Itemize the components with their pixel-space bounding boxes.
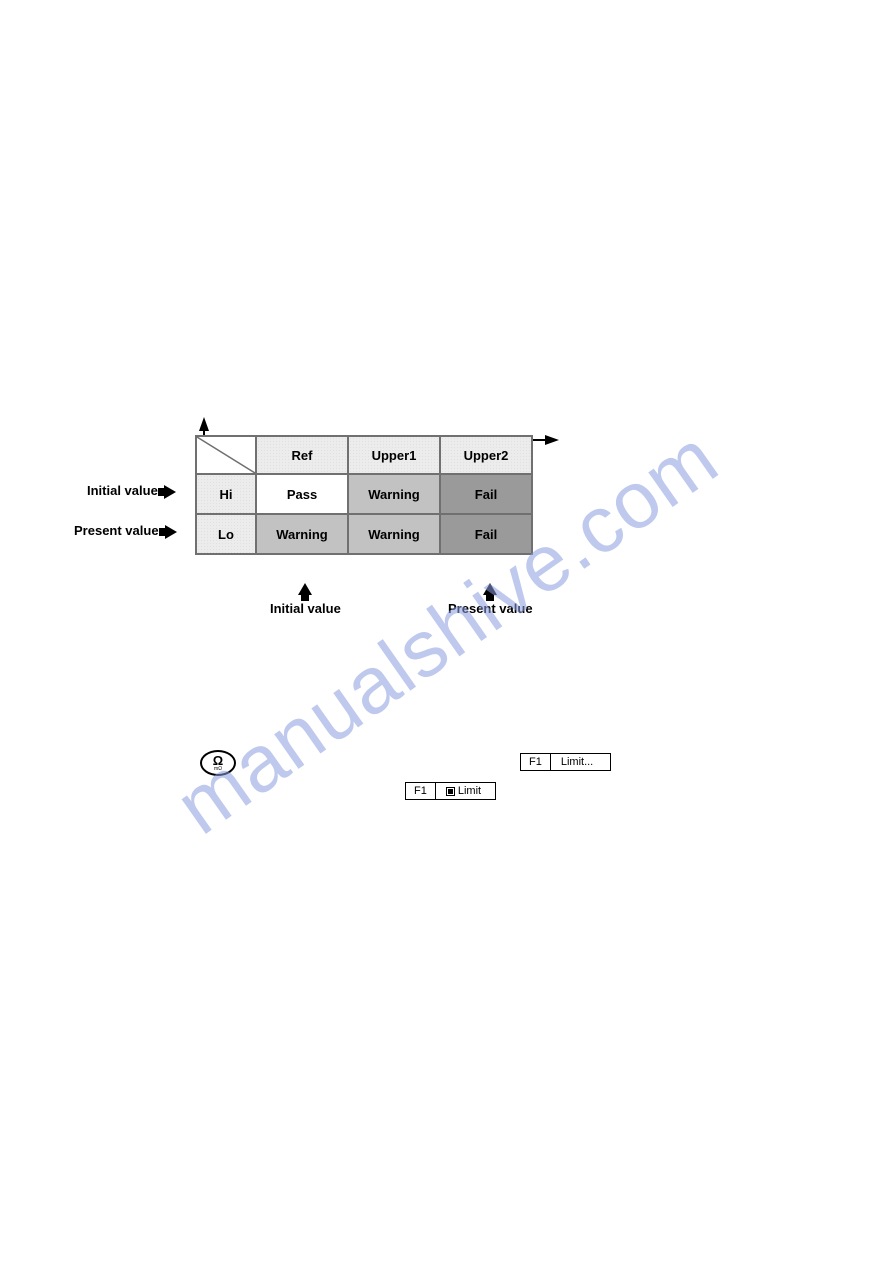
fkey-label: Limit bbox=[436, 782, 496, 800]
fkey-key: F1 bbox=[405, 782, 436, 800]
pointer-up-icon bbox=[298, 583, 312, 595]
diagonal-line-icon bbox=[197, 437, 255, 473]
limit-table: Ref Upper1 Upper2 Hi Pass Warning Fail L… bbox=[195, 435, 533, 555]
softkey-f1-limit-toggle[interactable]: F1 Limit bbox=[405, 782, 496, 800]
x-axis-arrowhead bbox=[545, 435, 559, 445]
y-axis-arrowhead bbox=[199, 417, 209, 431]
fkey-key: F1 bbox=[520, 753, 551, 771]
cell-lo-upper1: Warning bbox=[348, 514, 440, 554]
col-header-upper2: Upper2 bbox=[440, 436, 532, 474]
row-header-hi: Hi bbox=[196, 474, 256, 514]
col-header-ref: Ref bbox=[256, 436, 348, 474]
cell-lo-ref: Warning bbox=[256, 514, 348, 554]
cell-hi-upper2: Fail bbox=[440, 474, 532, 514]
bottom-label-initial: Initial value bbox=[270, 583, 341, 616]
diagonal-cell bbox=[196, 436, 256, 474]
cell-hi-ref: Pass bbox=[256, 474, 348, 514]
left-label-present: Present value bbox=[74, 523, 177, 539]
table-row-lo: Lo Warning Warning Fail bbox=[196, 514, 532, 554]
fkey-label: Limit... bbox=[551, 753, 611, 771]
cell-lo-upper2: Fail bbox=[440, 514, 532, 554]
ohm-mode-icon: Ω mΩ bbox=[200, 750, 236, 776]
table-header-row: Ref Upper1 Upper2 bbox=[196, 436, 532, 474]
table-row-hi: Hi Pass Warning Fail bbox=[196, 474, 532, 514]
pointer-right-icon bbox=[165, 525, 177, 539]
softkey-f1-limit-menu[interactable]: F1 Limit... bbox=[520, 753, 611, 771]
cell-hi-upper1: Warning bbox=[348, 474, 440, 514]
col-header-upper1: Upper1 bbox=[348, 436, 440, 474]
omega-subscript: mΩ bbox=[214, 767, 222, 772]
left-label-present-text: Present value bbox=[74, 523, 159, 538]
bottom-label-present: Present value bbox=[448, 583, 533, 616]
checkbox-checked-icon bbox=[446, 787, 455, 796]
bottom-label-initial-text: Initial value bbox=[270, 601, 341, 616]
fkey-label-text: Limit bbox=[458, 785, 481, 797]
left-label-initial-text: Initial value bbox=[87, 483, 158, 498]
bottom-label-present-text: Present value bbox=[448, 601, 533, 616]
left-label-initial: Initial value bbox=[87, 483, 176, 499]
pointer-up-icon bbox=[483, 583, 497, 595]
row-header-lo: Lo bbox=[196, 514, 256, 554]
pointer-right-icon bbox=[164, 485, 176, 499]
